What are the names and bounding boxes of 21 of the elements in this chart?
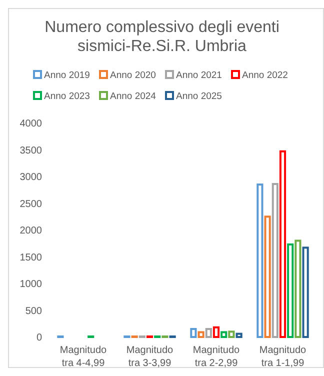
y-tick-label: 500 [25,306,42,317]
y-tick-label: 1500 [20,252,42,264]
legend-label: Anno 2022 [242,70,288,81]
y-tick-label: 2500 [20,198,42,210]
y-tick-label: 3500 [20,145,42,156]
legend-label: Anno 2023 [44,91,90,102]
legend-label: Anno 2024 [110,91,156,102]
y-tick-label: 0 [36,332,42,344]
legend-label: Anno 2021 [176,70,222,81]
x-tick-label: Magnitudo tra 4-4,99 [60,345,108,369]
legend-label: Anno 2019 [44,70,90,81]
y-tick-label: 2000 [20,226,42,236]
legend-label: Anno 2020 [110,70,156,81]
x-tick-label: Magnitudo tra 2-2,99 [192,345,240,369]
x-tick-label: Magnitudo tra 3-3,99 [126,345,174,369]
y-tick-label: 4000 [20,118,42,130]
y-tick-label: 1000 [20,279,42,290]
x-tick-label: Magnitudo tra 1-1,99 [259,345,307,369]
chart-title: Numero complessivo degli eventi sismici-Re.Si.R. Umbria [44,19,280,55]
y-tick-label: 3000 [20,172,42,183]
legend-label: Anno 2025 [176,91,222,102]
